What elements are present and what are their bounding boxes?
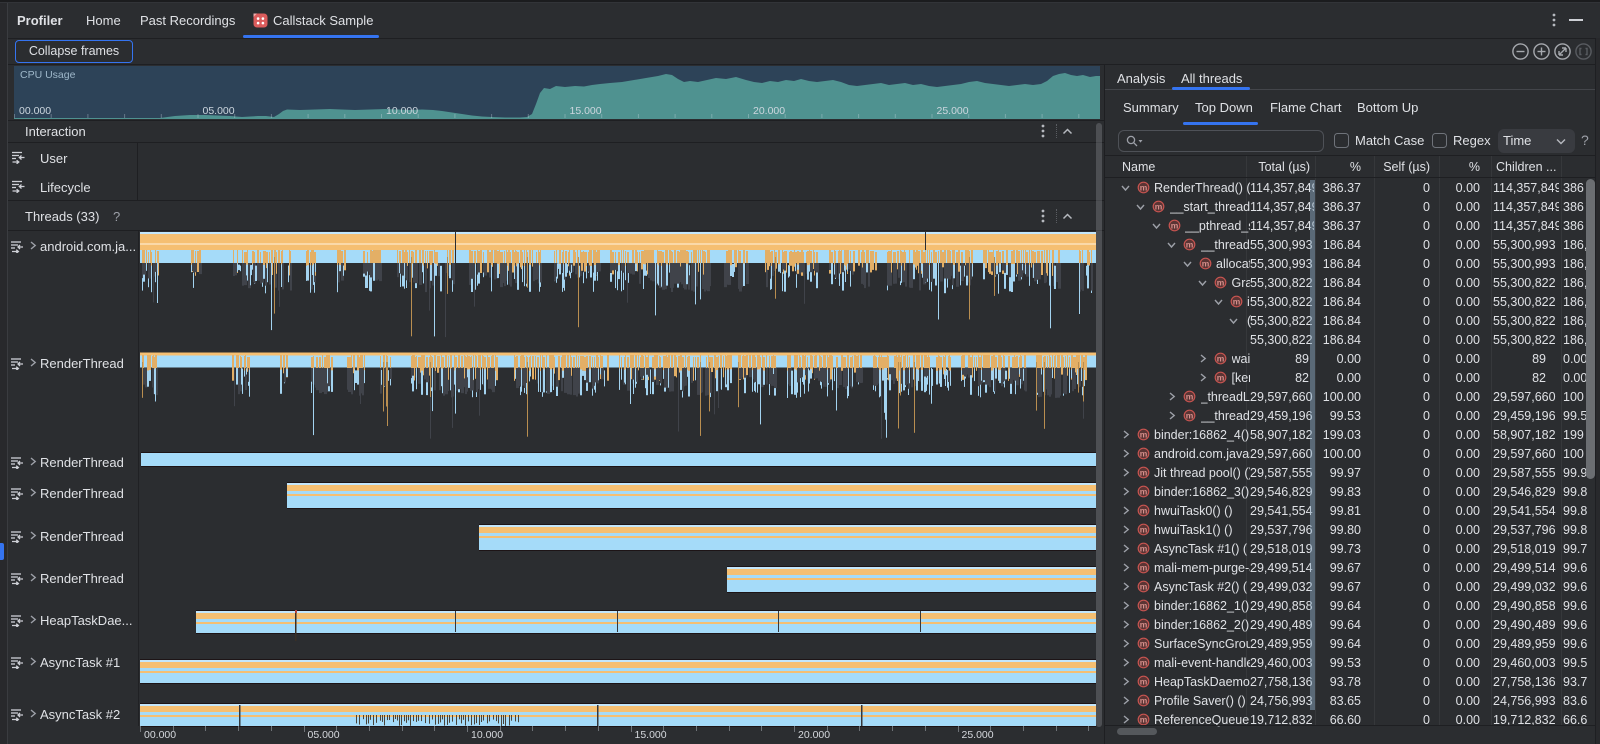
svg-text:m: m [1140, 600, 1148, 610]
svg-text:m: m [1140, 467, 1148, 477]
svg-text:25.000: 25.000 [937, 105, 969, 117]
svg-text:m: m [1233, 296, 1241, 306]
svg-text:m: m [1217, 372, 1225, 382]
svg-text:m: m [1140, 562, 1148, 572]
svg-text:m: m [1140, 448, 1148, 458]
svg-text:m: m [1140, 505, 1148, 515]
svg-text:m: m [1202, 258, 1210, 268]
svg-text:m: m [1140, 182, 1148, 192]
svg-text:05.000: 05.000 [203, 105, 235, 117]
svg-text:m: m [1140, 581, 1148, 591]
svg-text:m: m [1140, 676, 1148, 686]
svg-text:m: m [1140, 714, 1148, 724]
svg-text:m: m [1140, 524, 1148, 534]
svg-text:m: m [1140, 638, 1148, 648]
svg-text:m: m [1186, 391, 1194, 401]
svg-text:m: m [1140, 619, 1148, 629]
svg-text:m: m [1140, 543, 1148, 553]
svg-text:20.000: 20.000 [753, 105, 785, 117]
svg-text:m: m [1140, 695, 1148, 705]
svg-text:m: m [1217, 353, 1225, 363]
svg-text:m: m [1186, 239, 1194, 249]
svg-text:m: m [1140, 657, 1148, 667]
svg-text:10.000: 10.000 [386, 105, 418, 117]
svg-text:m: m [1155, 201, 1163, 211]
svg-text:m: m [1186, 410, 1194, 420]
svg-text:m: m [1171, 220, 1179, 230]
svg-text:15.000: 15.000 [570, 105, 602, 117]
svg-text:m: m [1217, 277, 1225, 287]
svg-text:m: m [1140, 486, 1148, 496]
svg-text:m: m [1140, 429, 1148, 439]
svg-text:00.000: 00.000 [19, 105, 51, 117]
